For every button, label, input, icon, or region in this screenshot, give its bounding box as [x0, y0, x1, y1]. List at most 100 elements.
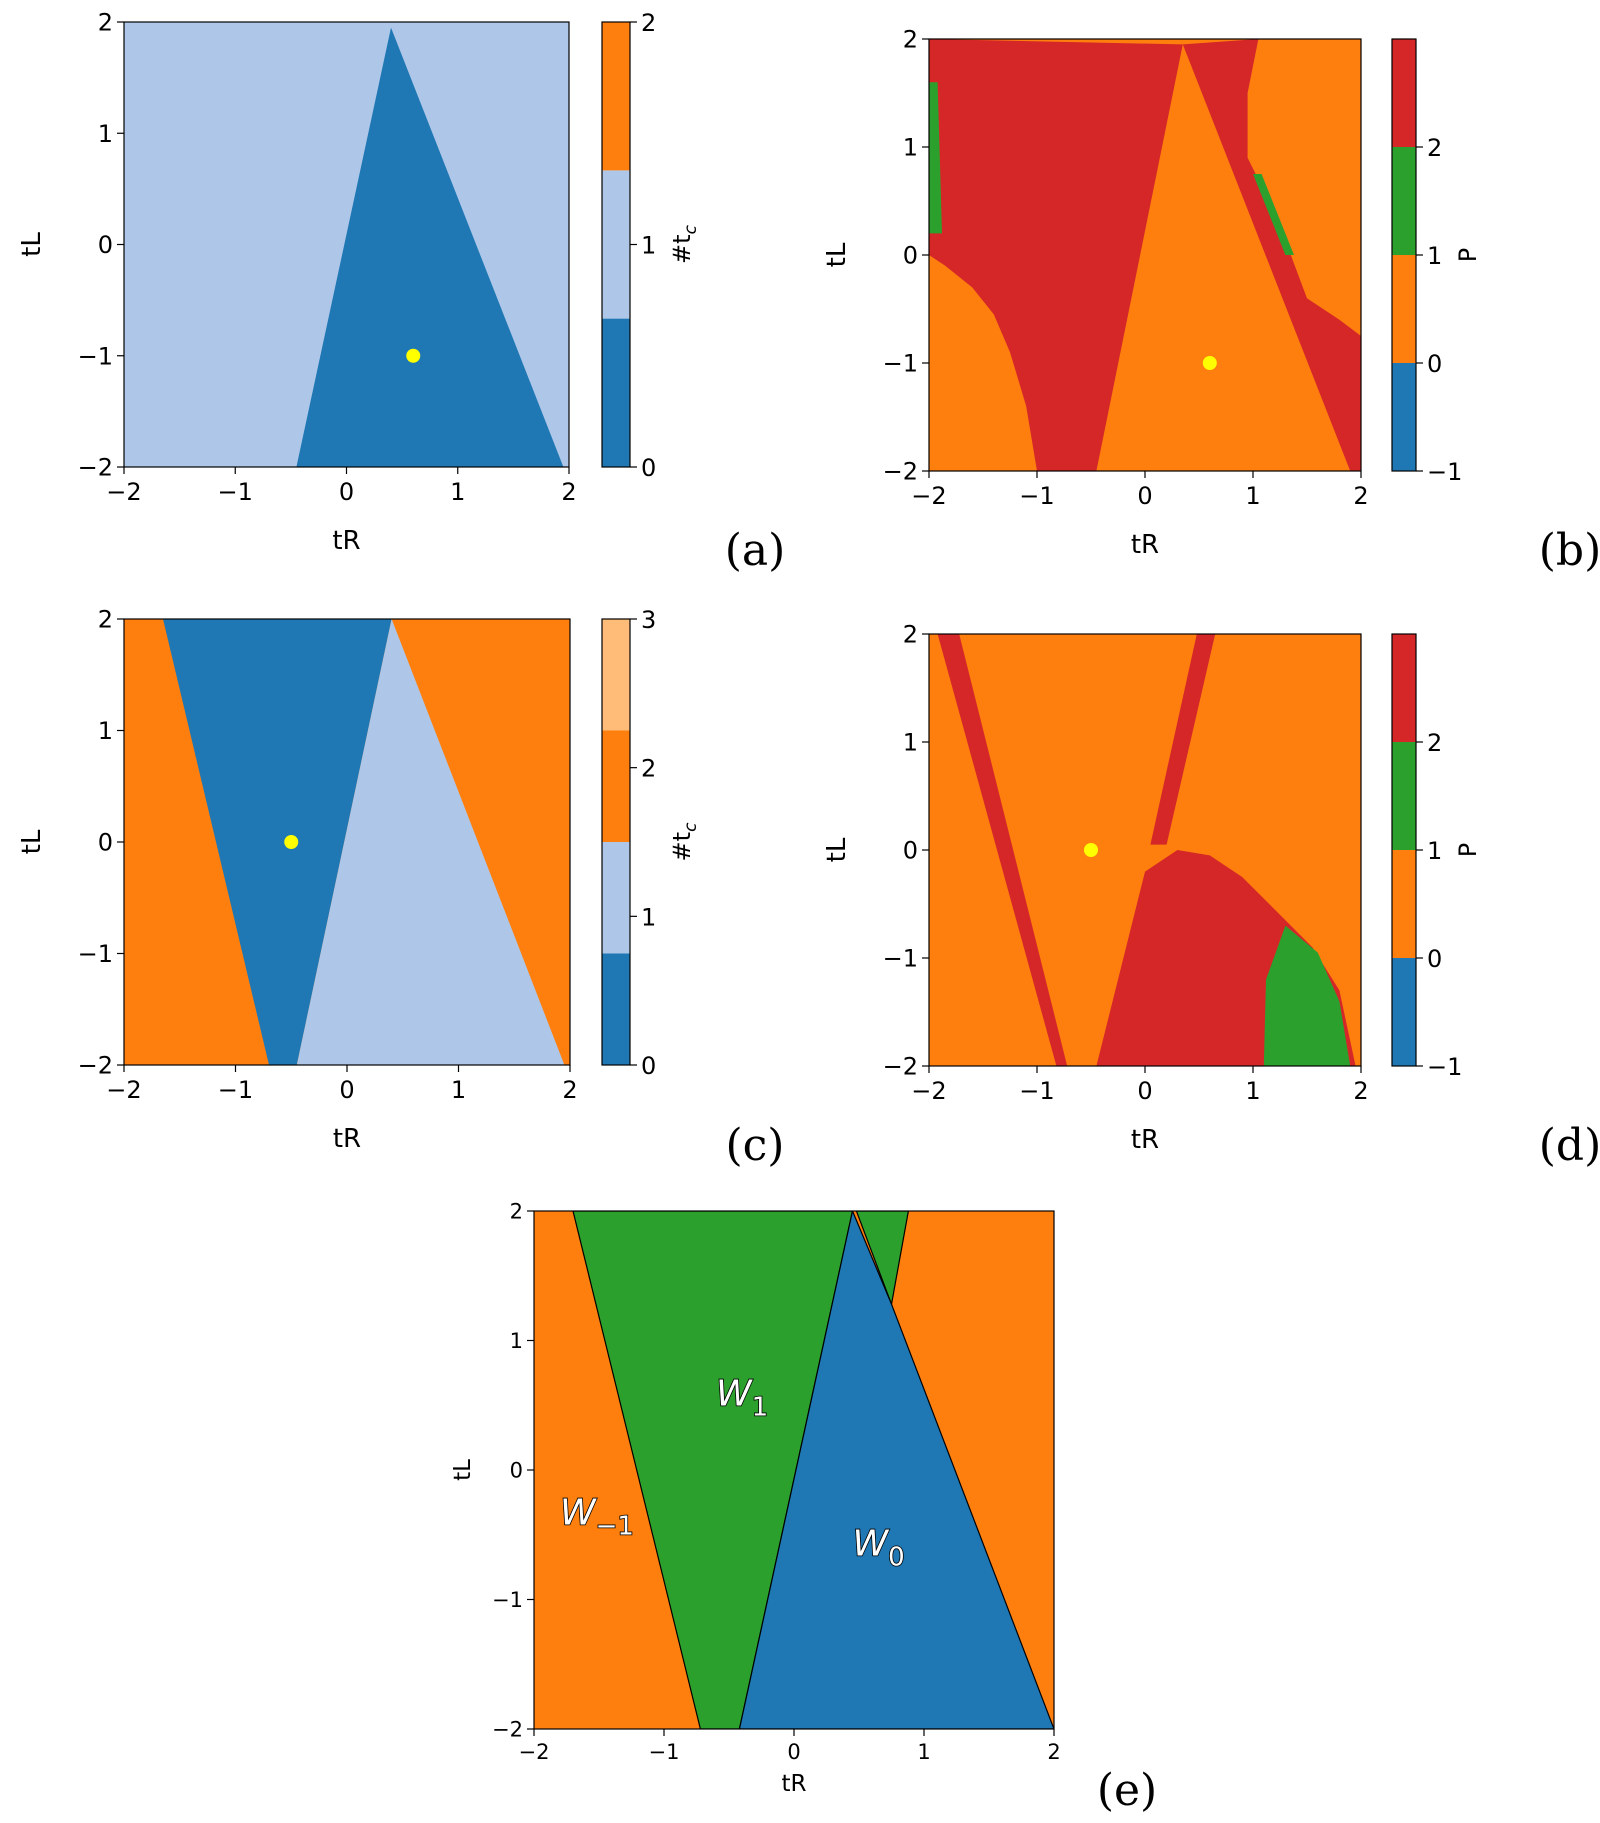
plot-area: [929, 39, 1361, 471]
y-tick-label: 0: [98, 829, 113, 857]
colorbar-tick-label: 0: [641, 454, 656, 482]
x-tick-label: 0: [339, 1076, 354, 1104]
x-tick-label: 2: [561, 478, 576, 506]
colorbar-band: [602, 619, 630, 731]
colorbar-label: P: [1454, 843, 1482, 857]
y-tick-label: 0: [903, 837, 918, 865]
marker-point: [406, 348, 421, 363]
region-1: [1263, 925, 1351, 1066]
x-tick-label: 1: [451, 1076, 466, 1104]
colorbar-band: [1392, 147, 1416, 255]
x-tick-label: 1: [1245, 1077, 1260, 1105]
colorbar-tick-label: 0: [641, 1052, 656, 1080]
y-tick-label: −2: [883, 458, 918, 486]
x-axis-label: tR: [1131, 1125, 1159, 1155]
panel-tag: (d): [1539, 1120, 1600, 1171]
colorbar-band: [602, 22, 630, 171]
colorbar-tick-label: 2: [641, 755, 656, 783]
x-tick-label: −2: [911, 482, 946, 510]
y-axis-label: tL: [450, 1459, 476, 1481]
marker-point: [1202, 356, 1217, 370]
colorbar-tick-label: 0: [1427, 945, 1442, 973]
region-0: [163, 619, 392, 1065]
colorbar-tick-label: 1: [641, 903, 656, 931]
plot-area: [929, 634, 1361, 1066]
colorbar-tick-label: 2: [1427, 729, 1442, 757]
x-tick-label: −2: [106, 478, 141, 506]
panel-4: −2 −1 0 1 2 −2 −1 0 1 2 tR tL −1 0 1 2 P (d): [822, 621, 1600, 1171]
x-axis-label: tR: [333, 1124, 361, 1154]
y-tick-label: −1: [492, 1588, 523, 1612]
x-tick-label: 0: [339, 478, 354, 506]
marker-point: [1084, 843, 1098, 857]
y-axis-label: tL: [17, 232, 47, 257]
panel-tag: (c): [726, 1120, 785, 1171]
region-2: [1182, 39, 1361, 471]
colorbar-tick-label: 2: [641, 9, 656, 37]
panel-3: −2 −1 0 1 2 −2 −1 0 1 2 tR tL 0 1 2 3 #tc (c): [17, 606, 784, 1171]
x-tick-label: 1: [450, 478, 465, 506]
colorbar-band: [602, 170, 630, 319]
plot-area: [534, 1211, 1054, 1729]
colorbar: −1 0 1 2 P: [1391, 633, 1482, 1081]
region-1: [296, 619, 565, 1065]
y-tick-label: 2: [510, 1200, 523, 1224]
colorbar: 0 1 2 3 #tc: [601, 606, 701, 1080]
region-2: [1150, 634, 1216, 845]
y-axis-label: tL: [822, 242, 852, 267]
y-tick-label: 0: [98, 231, 113, 259]
x-axis-label: tR: [332, 526, 360, 556]
colorbar-band: [1392, 850, 1416, 958]
marker-point: [284, 835, 299, 849]
panel-tag: (b): [1539, 525, 1600, 576]
colorbar-band: [1392, 634, 1416, 742]
region-1: [929, 82, 942, 234]
colorbar-label: #tc: [668, 224, 701, 264]
colorbar-tick-label: −1: [1427, 458, 1462, 486]
y-tick-label: 0: [510, 1459, 523, 1483]
x-tick-label: −2: [106, 1076, 141, 1104]
colorbar-band: [1392, 39, 1416, 147]
x-axis-label: tR: [1131, 530, 1159, 560]
colorbar-tick-label: 1: [1427, 242, 1442, 270]
colorbar-label: #tc: [668, 822, 701, 862]
colorbar-tick-label: −1: [1427, 1053, 1462, 1081]
x-tick-label: 2: [1353, 1077, 1368, 1105]
y-axis-label: tL: [822, 837, 852, 862]
panel-2: −2 −1 0 1 2 −2 −1 0 1 2 tR tL −1 0 1 2 P (b): [822, 26, 1600, 576]
region-w1: [572, 1211, 854, 1729]
x-tick-label: 1: [917, 1740, 930, 1764]
colorbar-tick-label: 2: [1427, 134, 1442, 162]
colorbar-band: [1392, 742, 1416, 850]
y-tick-label: 2: [98, 9, 113, 37]
x-tick-label: −2: [911, 1077, 946, 1105]
y-tick-label: −2: [78, 454, 113, 482]
panel-tag: (e): [1097, 1765, 1157, 1816]
plot-area: [124, 619, 570, 1065]
y-tick-label: −1: [883, 350, 918, 378]
colorbar: −1 0 1 2 P: [1391, 38, 1482, 486]
y-tick-label: 2: [903, 621, 918, 649]
panel-1: −2 −1 0 1 2 −2 −1 0 1 2 tR tL 0 1 2 #tc (a): [17, 9, 785, 576]
y-tick-label: 2: [903, 26, 918, 54]
colorbar-label: P: [1454, 248, 1482, 262]
plot-area: [124, 22, 569, 467]
colorbar-band: [602, 953, 630, 1065]
y-tick-label: 0: [903, 242, 918, 270]
colorbar-tick-label: 0: [1427, 350, 1442, 378]
y-tick-label: 1: [510, 1329, 523, 1353]
region-2: [929, 39, 1183, 471]
x-tick-label: 2: [562, 1076, 577, 1104]
colorbar-band: [602, 318, 630, 467]
colorbar-tick-label: 1: [641, 232, 656, 260]
x-tick-label: 0: [1137, 1077, 1152, 1105]
colorbar-band: [602, 730, 630, 842]
colorbar: 0 1 2 #tc: [601, 9, 701, 482]
colorbar-band: [1392, 255, 1416, 363]
y-axis-label: tL: [17, 829, 47, 854]
x-tick-label: 1: [1245, 482, 1260, 510]
colorbar-tick-label: 1: [1427, 837, 1442, 865]
region-w0: [738, 1211, 1054, 1729]
